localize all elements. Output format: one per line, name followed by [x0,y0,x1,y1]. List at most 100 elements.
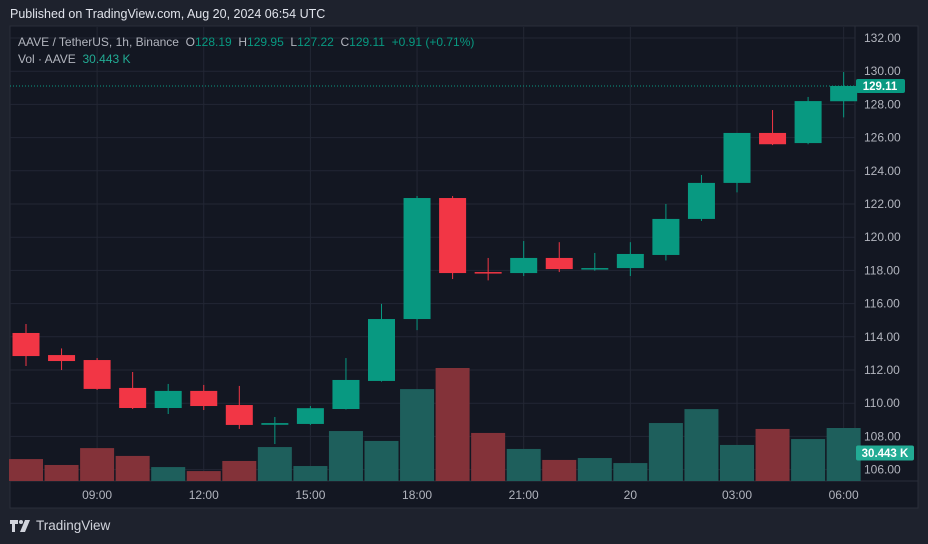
volume-bar [791,439,826,481]
candle[interactable] [261,416,289,445]
time-tick-label: 06:00 [829,488,859,502]
candle-body [12,332,40,357]
candle[interactable] [332,358,360,410]
volume-bar [364,440,399,481]
candle-body [830,85,858,102]
time-tick-label: 20 [624,488,638,502]
close-value: 129.11 [349,35,385,49]
price-tick-label: 124.00 [864,164,901,178]
candle[interactable] [403,196,431,331]
price-tick-label: 114.00 [864,330,900,344]
volume-bar [826,427,861,481]
volume-bar [400,389,435,481]
candle[interactable] [794,96,822,145]
volume-bar [542,459,577,481]
candle[interactable] [83,358,111,390]
candle-body [296,408,324,424]
candle[interactable] [581,252,609,271]
candle-body [652,218,680,255]
candle[interactable] [652,204,680,261]
candle-body [545,257,573,270]
change-value: +0.91 (+0.71%) [391,35,475,49]
candle[interactable] [154,383,182,414]
open-value: 128.19 [195,35,232,49]
volume-bar [151,467,186,481]
time-tick-label: 12:00 [189,488,219,502]
volume-bar [257,447,292,481]
volume-bar [115,455,150,481]
last-volume-tag: 30.443 K [856,445,914,461]
last-price-label: 129.11 [863,81,898,93]
volume-bar [435,368,470,481]
candle-body [190,390,218,407]
candle[interactable] [759,110,787,146]
price-tick-label: 128.00 [864,97,901,111]
grid [10,27,855,481]
candle[interactable] [616,242,644,277]
candle[interactable] [439,196,467,280]
volume-label[interactable]: Vol · AAVE [18,52,76,66]
ohlc-legend: AAVE / TetherUS, 1h, Binance O128.19 H12… [18,35,474,49]
candle-body [119,387,147,409]
candle[interactable] [368,303,395,382]
price-axis[interactable]: 132.00 130.00 128.00 126.00 124.00 122.00 120.… [864,31,901,477]
close-label: C [340,35,350,49]
candle[interactable] [12,324,40,367]
candle-body [439,198,467,274]
price-tick-label: 108.00 [864,429,901,443]
volume-bar [648,423,683,481]
candle[interactable] [510,241,538,277]
candle[interactable] [296,406,324,425]
volume-bar [684,409,719,481]
candles [12,72,858,445]
candle[interactable] [723,132,751,193]
candle-body [403,198,431,320]
low-value: 127.22 [297,35,334,49]
price-tick-label: 106.00 [864,463,901,477]
candle[interactable] [545,242,573,273]
candle-body [510,257,538,274]
last-price-tag: 129.11 [856,78,905,93]
price-tick-label: 126.00 [864,131,901,145]
candle-body [794,101,822,144]
volume-bar [471,432,506,481]
volume-bar [506,448,541,481]
published-note: Published on TradingView.com, Aug 20, 20… [10,7,326,21]
low-label: L [290,35,298,49]
price-tick-label: 120.00 [864,230,901,244]
candle[interactable] [830,72,858,118]
volume-bar [720,444,754,481]
candle[interactable] [474,257,502,281]
candle[interactable] [48,348,76,370]
candle-body [759,132,787,145]
price-tick-label: 132.00 [864,31,901,45]
price-tick-label: 130.00 [864,64,901,78]
volume-legend: Vol · AAVE 30.443 K [18,52,131,66]
footer-brand[interactable]: TradingView [10,518,110,533]
candle-body [332,379,360,410]
volume-bar [613,463,648,481]
candle[interactable] [190,384,218,411]
volume-bar [293,466,328,481]
candle-body [687,182,715,219]
symbol-title[interactable]: AAVE / TetherUS, 1h, Binance [18,35,179,49]
price-tick-label: 116.00 [864,297,900,311]
time-tick-label: 09:00 [82,488,112,502]
last-volume-label: 30.443 K [862,448,909,460]
price-tick-label: 110.00 [864,396,900,410]
candle[interactable] [119,371,147,410]
time-tick-label: 18:00 [402,488,432,502]
candle[interactable] [225,385,253,429]
volume-bar [44,464,79,481]
volume-bar [9,459,43,481]
time-axis[interactable]: 09:00 12:00 15:00 18:00 21:00 20 03:00 06:00 [82,488,859,502]
brand-name: TradingView [36,518,111,533]
candle[interactable] [687,174,715,221]
high-label: H [238,35,248,49]
candle-body [368,319,395,381]
candle-body [48,355,76,362]
tradingview-logo-icon [10,519,30,532]
high-value: 129.95 [247,35,284,49]
volume-value: 30.443 K [82,52,131,66]
